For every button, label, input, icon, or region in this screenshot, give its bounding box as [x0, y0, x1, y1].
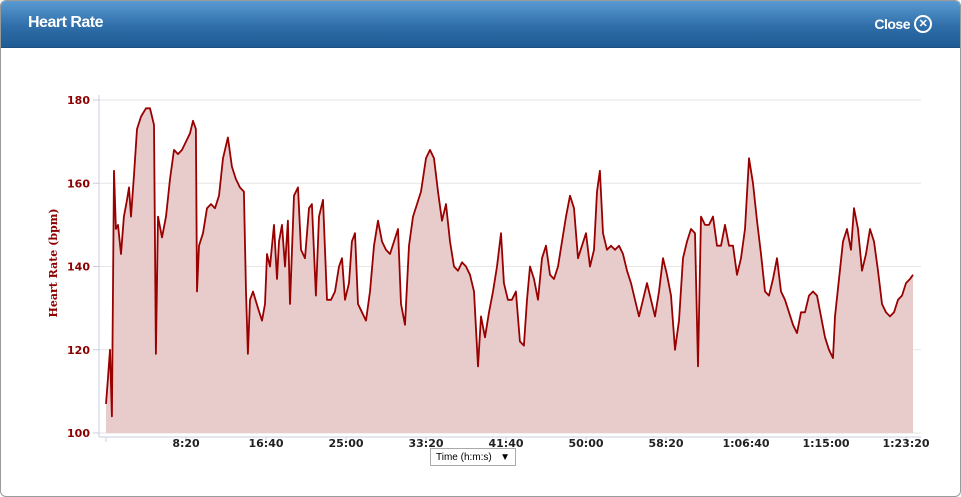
y-tick-label: 100	[67, 427, 90, 440]
y-tick-label: 180	[67, 94, 90, 107]
dropdown-arrow-icon: ▼	[500, 451, 510, 463]
x-tick-label: 8:20	[172, 437, 200, 450]
x-axis-selector-value: Time (h:m:s)	[436, 451, 492, 463]
title-bar: Heart Rate Close ✕	[1, 1, 960, 48]
x-tick-label: 33:20	[408, 437, 443, 450]
y-axis-label: Heart Rate (bpm)	[47, 208, 60, 317]
heart-rate-area	[106, 108, 914, 434]
x-tick-label: 58:20	[648, 437, 683, 450]
x-tick-label: 25:00	[328, 437, 363, 450]
y-tick-label: 140	[67, 261, 90, 274]
y-tick-label: 120	[67, 344, 90, 357]
close-button[interactable]: Close ✕	[874, 15, 932, 33]
x-axis-selector[interactable]: Time (h:m:s) ▼	[430, 448, 516, 466]
x-tick-label: 1:15:00	[802, 437, 849, 450]
close-icon: ✕	[914, 15, 932, 33]
y-tick-label: 160	[67, 177, 90, 190]
dialog-title: Heart Rate	[28, 14, 104, 31]
x-tick-label: 1:06:40	[722, 437, 769, 450]
x-tick-label: 16:40	[248, 437, 283, 450]
x-tick-label: 50:00	[568, 437, 603, 450]
x-tick-label: 41:40	[488, 437, 523, 450]
x-tick-label: 1:23:20	[882, 437, 929, 450]
close-label: Close	[874, 16, 910, 32]
heart-rate-line	[105, 107, 914, 418]
